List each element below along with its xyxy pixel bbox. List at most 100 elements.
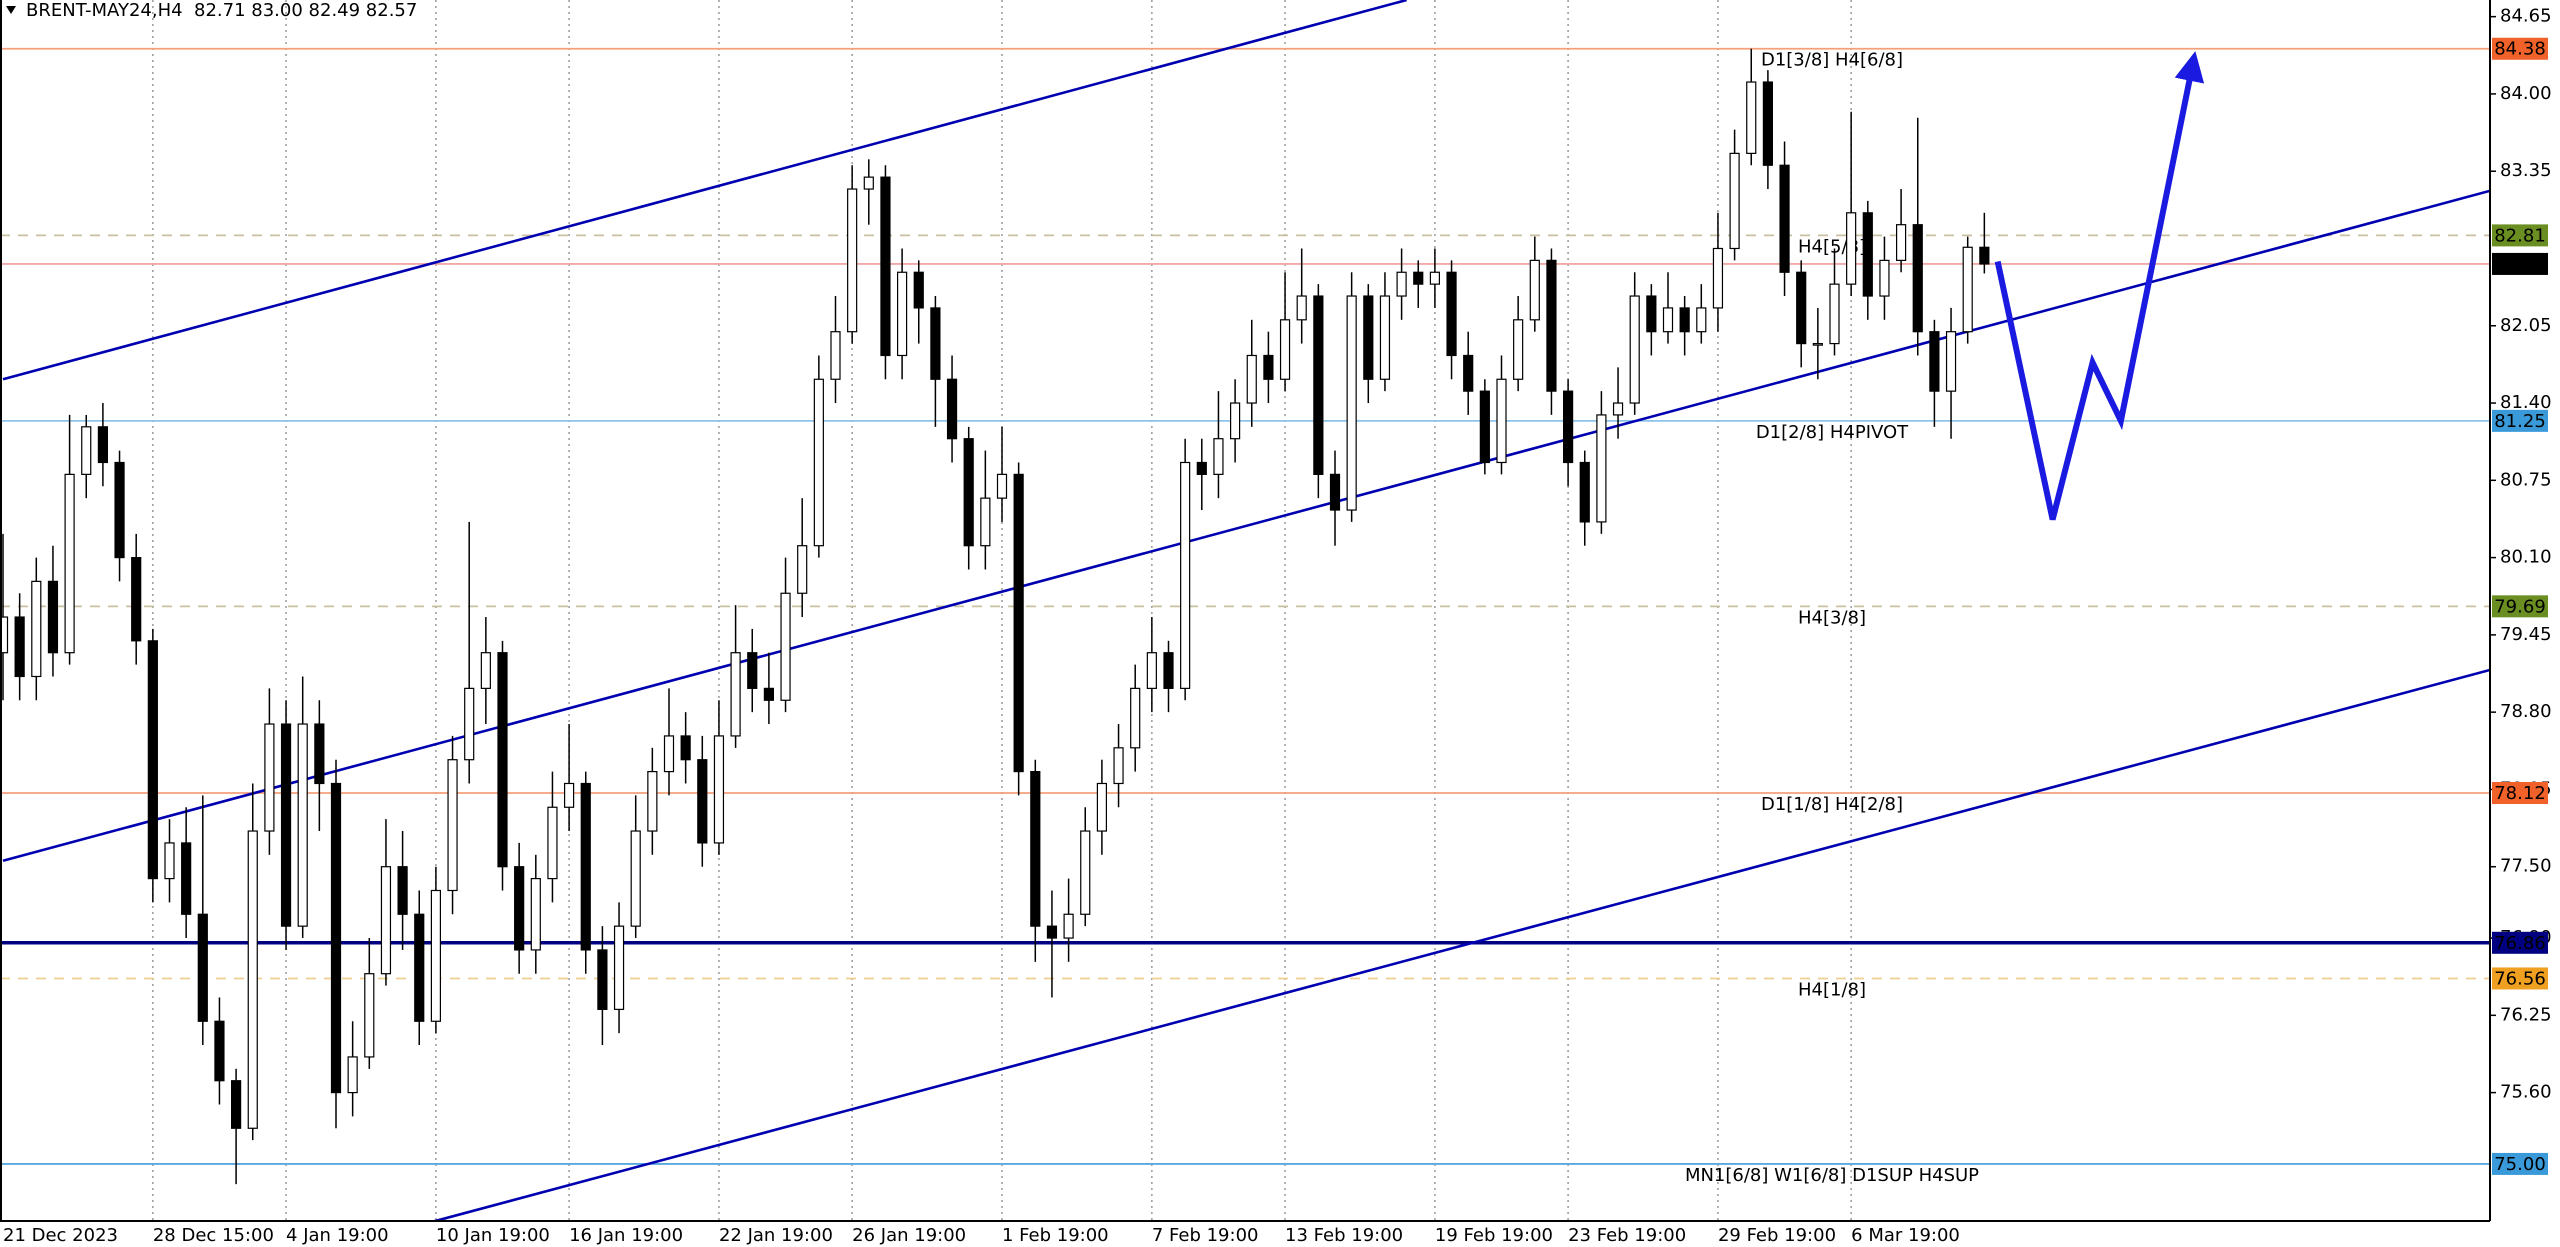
candle-body	[297, 723, 308, 927]
price-tag-label: 81.25	[2494, 411, 2546, 432]
candle-body	[1762, 81, 1774, 166]
candle-body	[613, 925, 625, 1010]
candle-body	[1712, 247, 1724, 309]
y-tick-label: 77.50	[2500, 856, 2552, 877]
x-tick-label: 23 Feb 19:00	[1568, 1225, 1686, 1246]
channel-line	[2, 0, 1407, 381]
candle-body	[1679, 307, 1690, 333]
x-tick-label: 16 Jan 19:00	[569, 1225, 683, 1246]
candle-body	[763, 687, 775, 701]
candle-body	[380, 866, 392, 975]
price-tag	[2492, 252, 2548, 275]
candle-body	[580, 782, 591, 951]
level-label: D1[2/8] H4PIVOT	[1756, 422, 1909, 443]
price-tag	[2492, 37, 2548, 60]
candle-body	[980, 497, 991, 547]
candle-body	[1379, 295, 1391, 380]
x-tick-label: 13 Feb 19:00	[1285, 1225, 1403, 1246]
x-tick-label: 26 Jan 19:00	[852, 1225, 966, 1246]
candle-body	[930, 307, 941, 380]
candle-body	[1846, 212, 1857, 285]
candle-body	[1496, 378, 1507, 464]
candle-body	[364, 973, 375, 1058]
price-tag-label: 76.86	[2494, 933, 2546, 954]
level-label: D1[3/8] H4[6/8]	[1761, 50, 1903, 71]
candle-body	[1812, 342, 1823, 346]
candle-body	[97, 426, 109, 464]
candle-body	[1013, 473, 1024, 773]
price-tag-label: 78.12	[2494, 783, 2546, 804]
candle-body	[1979, 246, 1990, 265]
candle-body	[1612, 402, 1624, 416]
candle-body	[1696, 307, 1707, 333]
x-tick-label: 22 Jan 19:00	[719, 1225, 833, 1246]
candle-body	[713, 735, 725, 844]
candle-body	[1479, 390, 1490, 464]
candle-body	[730, 652, 741, 737]
candle-body	[1313, 295, 1324, 475]
candle-body	[1879, 259, 1890, 297]
candle-body	[1363, 295, 1374, 380]
candle-body	[1346, 295, 1357, 511]
price-tag-label: 84.38	[2494, 39, 2546, 60]
candle-body	[397, 866, 408, 915]
candle-body	[1396, 271, 1407, 297]
candle-body	[1263, 354, 1274, 380]
axes: 21 Dec 2023 28 Dec 15:00 4 Jan 19:00 10 Jan…	[3, 6, 2552, 1246]
candle-body	[1113, 747, 1124, 785]
price-tag	[2492, 1152, 2548, 1175]
candle-body	[1912, 224, 1923, 333]
y-tick-label: 75.60	[2500, 1082, 2552, 1103]
candle-body	[1945, 331, 1957, 392]
candle-body	[1463, 354, 1474, 392]
candle-body	[247, 830, 258, 1129]
x-tick-label: 19 Feb 19:00	[1435, 1225, 1553, 1246]
candle-body	[1146, 652, 1157, 689]
candle-body	[1246, 354, 1257, 404]
candle-body	[597, 949, 608, 1010]
candle-body	[1796, 271, 1807, 345]
x-tick-label: 10 Jan 19:00	[436, 1225, 550, 1246]
candle-body	[0, 616, 9, 654]
candle-body	[1096, 782, 1108, 832]
menu-icon[interactable]	[6, 6, 16, 14]
candle-body	[847, 188, 858, 333]
candle-body	[1513, 319, 1524, 380]
y-tick-label: 81.40	[2500, 392, 2552, 413]
candle-body	[563, 782, 575, 808]
candle-body	[131, 556, 142, 642]
candle-body	[214, 1020, 225, 1082]
price-tag	[2492, 781, 2548, 804]
candle-body	[547, 806, 558, 880]
level-label: MN1[6/8] W1[6/8] D1SUP H4SUP	[1685, 1165, 1979, 1186]
price-tag	[2492, 409, 2548, 432]
candle-body	[1080, 830, 1091, 915]
plot-area: D1[3/8] H4[6/8]H4[5/8]D1[2/8] H4PIVOTH4[…	[0, 0, 2490, 1221]
candle-body	[64, 473, 75, 654]
candle-body	[1413, 271, 1424, 285]
y-tick-label: 83.35	[2500, 160, 2552, 181]
candle-body	[996, 473, 1008, 499]
candle-body	[430, 889, 441, 1022]
candle-body	[1662, 307, 1674, 333]
y-tick-label: 79.45	[2500, 624, 2552, 645]
candle-body	[1579, 461, 1590, 523]
candle-body	[464, 687, 475, 761]
price-tag-label: 75.00	[2494, 1154, 2546, 1175]
candle-body	[780, 592, 791, 701]
candle-body	[31, 580, 42, 678]
candle-body	[1130, 687, 1141, 749]
channel-line	[2, 189, 2490, 863]
candle-body	[813, 378, 824, 547]
price-tag	[2492, 931, 2548, 954]
price-tag	[2492, 224, 2548, 247]
candle-body	[1063, 913, 1074, 939]
y-tick-label: 84.65	[2500, 6, 2552, 27]
y-tick-label: 78.80	[2500, 701, 2552, 722]
candle-body	[946, 378, 958, 440]
candle-body	[514, 866, 525, 951]
y-tick-label: 80.10	[2500, 547, 2552, 568]
forecast-arrow	[1994, 51, 2205, 521]
